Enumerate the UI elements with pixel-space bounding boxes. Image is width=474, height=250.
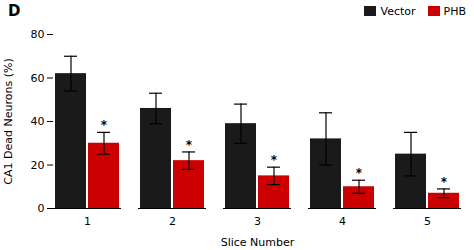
svg-text:*: *: [101, 118, 108, 132]
html-text:D: D: [8, 2, 21, 20]
svg-text:0: 0: [38, 202, 45, 215]
svg-text:2: 2: [169, 215, 176, 228]
svg-text:4: 4: [339, 215, 346, 228]
svg-text:40: 40: [31, 115, 45, 128]
html-text:Vector: Vector: [380, 4, 416, 18]
svg-text:CA1 Dead Neurons (%): CA1 Dead Neurons (%): [2, 58, 15, 184]
svg-text:*: *: [356, 166, 363, 180]
svg-text:Slice Number: Slice Number: [221, 236, 295, 249]
svg-text:*: *: [271, 153, 278, 167]
svg-text:80: 80: [31, 28, 45, 41]
svg-text:*: *: [441, 175, 448, 189]
svg-text:*: *: [186, 138, 193, 152]
svg-text:1: 1: [84, 215, 91, 228]
svg-text:3: 3: [254, 215, 261, 228]
svg-text:5: 5: [424, 215, 431, 228]
html-text:PHB: PHB: [443, 4, 466, 18]
svg-text:60: 60: [31, 72, 45, 85]
svg-text:20: 20: [31, 159, 45, 172]
